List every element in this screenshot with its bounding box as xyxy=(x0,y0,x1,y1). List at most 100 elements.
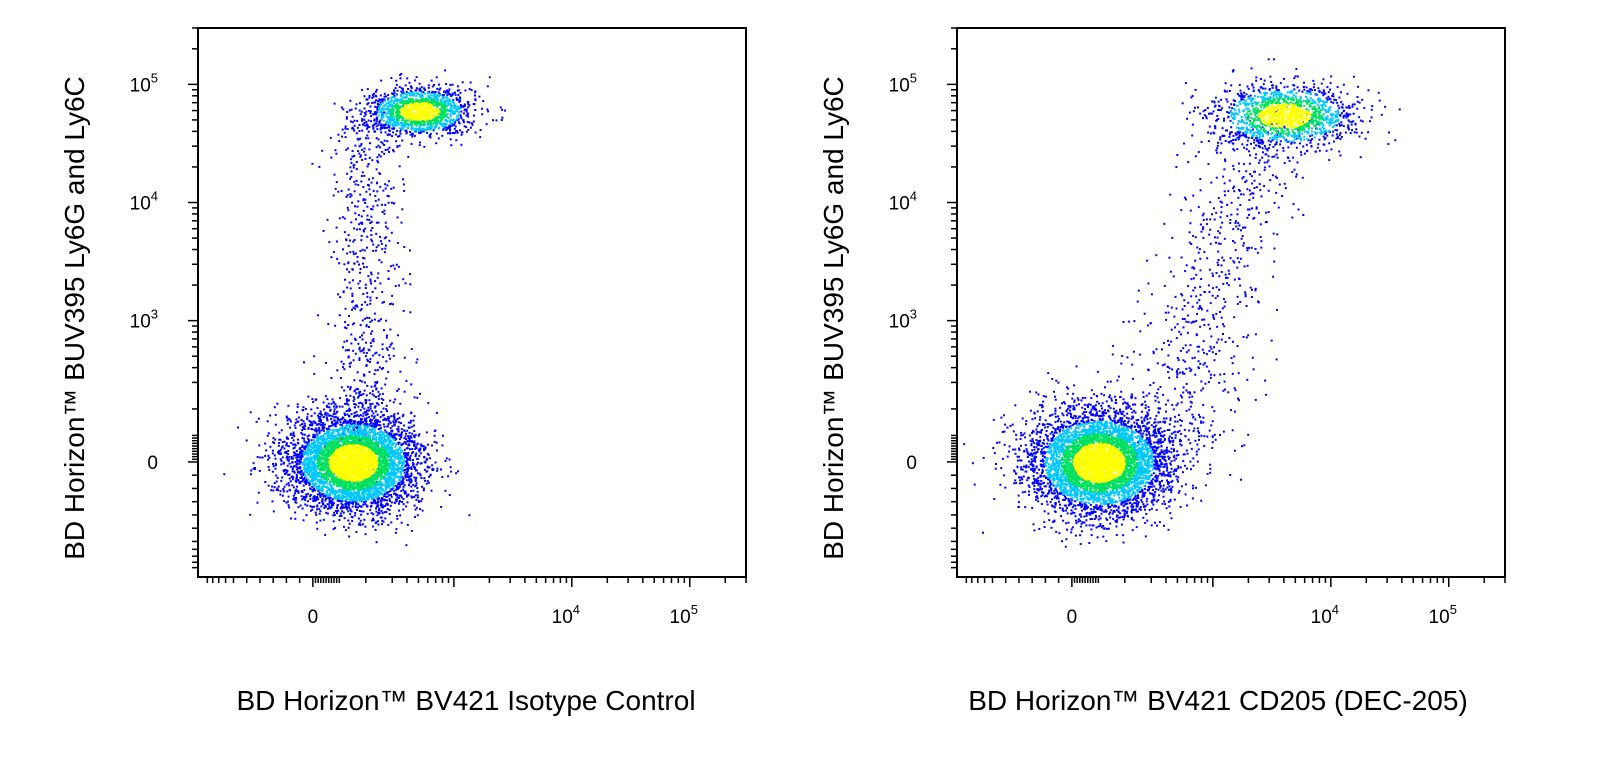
event-dot xyxy=(304,481,307,484)
event-dot xyxy=(274,423,277,426)
event-dot xyxy=(416,496,419,499)
event-dot xyxy=(406,77,409,80)
event-dot xyxy=(353,432,356,434)
event-dot xyxy=(376,369,379,372)
event-dot xyxy=(383,475,386,478)
event-dot xyxy=(316,429,319,432)
event-dot xyxy=(412,127,415,130)
event-dot xyxy=(346,194,349,197)
event-dot xyxy=(368,429,371,432)
event-dot xyxy=(375,387,378,390)
event-dot xyxy=(425,470,428,473)
event-dot xyxy=(328,440,331,443)
event-dot xyxy=(308,482,311,485)
event-dot xyxy=(410,479,413,482)
event-dot xyxy=(375,117,378,120)
event-dot xyxy=(287,404,290,407)
event-dot xyxy=(338,140,341,142)
event-dot xyxy=(316,497,319,500)
event-dot xyxy=(369,110,372,113)
event-dot xyxy=(378,511,381,514)
event-dot xyxy=(356,260,359,263)
event-dot xyxy=(431,467,434,470)
event-dot xyxy=(411,496,414,499)
event-dot xyxy=(354,486,357,489)
event-dot xyxy=(335,240,338,243)
event-dot xyxy=(303,427,306,429)
event-dot xyxy=(363,374,366,377)
event-dot xyxy=(365,486,368,489)
event-dot xyxy=(374,369,377,372)
event-dot xyxy=(293,424,296,427)
event-dot xyxy=(282,462,285,465)
event-dot xyxy=(291,461,294,464)
event-dot xyxy=(358,346,361,349)
event-dot xyxy=(356,423,359,426)
event-dot xyxy=(354,107,357,110)
event-dot xyxy=(384,103,387,106)
event-dot xyxy=(370,215,373,218)
event-dot xyxy=(392,264,395,267)
event-dot xyxy=(346,252,349,255)
event-dot xyxy=(474,99,477,102)
event-dot xyxy=(400,95,402,98)
event-dot xyxy=(348,315,350,317)
event-dot xyxy=(296,475,298,478)
event-dot xyxy=(435,142,438,145)
event-dot xyxy=(317,474,320,477)
event-dot xyxy=(371,177,374,180)
event-dot xyxy=(492,119,494,122)
event-dot xyxy=(359,350,362,353)
event-dot xyxy=(368,370,371,373)
event-dot xyxy=(359,426,362,429)
event-dot xyxy=(398,446,401,449)
event-dot xyxy=(380,502,383,505)
event-dot xyxy=(286,456,289,459)
event-dot xyxy=(394,99,397,102)
event-dot xyxy=(352,428,355,431)
event-dot xyxy=(383,126,385,129)
event-dot xyxy=(435,411,438,414)
event-dot xyxy=(339,512,342,515)
event-dot xyxy=(353,322,355,325)
event-dot xyxy=(334,435,337,438)
event-dot xyxy=(355,410,358,413)
event-dot xyxy=(429,457,431,460)
event-dot xyxy=(426,126,429,129)
event-dot xyxy=(383,92,386,95)
event-dot xyxy=(380,397,383,400)
event-dot xyxy=(466,121,469,123)
event-dot xyxy=(443,114,446,117)
event-dot xyxy=(375,232,378,235)
event-dot xyxy=(372,340,375,343)
event-dot xyxy=(367,183,369,186)
event-dot xyxy=(344,321,347,324)
event-dot xyxy=(349,418,351,421)
event-dot xyxy=(332,431,335,434)
event-dot xyxy=(454,105,456,108)
event-dot xyxy=(381,402,383,404)
event-dot xyxy=(359,309,362,312)
event-dot xyxy=(453,102,456,105)
event-dot xyxy=(392,92,394,95)
event-dot xyxy=(386,474,389,477)
event-dot xyxy=(395,443,398,446)
event-dot xyxy=(338,405,341,408)
event-dot xyxy=(385,510,388,513)
event-dot xyxy=(401,468,404,471)
event-dot xyxy=(392,121,395,124)
event-dot xyxy=(306,461,309,464)
event-dot xyxy=(388,484,391,487)
event-dot xyxy=(428,96,431,99)
event-dot xyxy=(438,83,440,86)
event-dot xyxy=(306,479,309,482)
event-dot xyxy=(297,467,300,469)
event-dot xyxy=(319,450,322,453)
event-dot xyxy=(454,91,456,94)
event-dot xyxy=(363,411,366,414)
event-dot xyxy=(245,439,248,442)
event-dot xyxy=(426,465,429,468)
event-dot xyxy=(448,128,451,131)
event-dot xyxy=(325,474,328,477)
event-dot xyxy=(369,278,372,281)
